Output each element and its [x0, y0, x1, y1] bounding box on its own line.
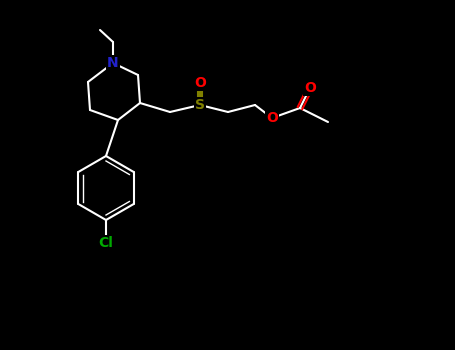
Text: S: S [195, 98, 205, 112]
Text: N: N [107, 56, 119, 70]
Text: Cl: Cl [99, 236, 113, 250]
Text: O: O [194, 76, 206, 90]
Text: O: O [266, 111, 278, 125]
Text: O: O [304, 81, 316, 95]
